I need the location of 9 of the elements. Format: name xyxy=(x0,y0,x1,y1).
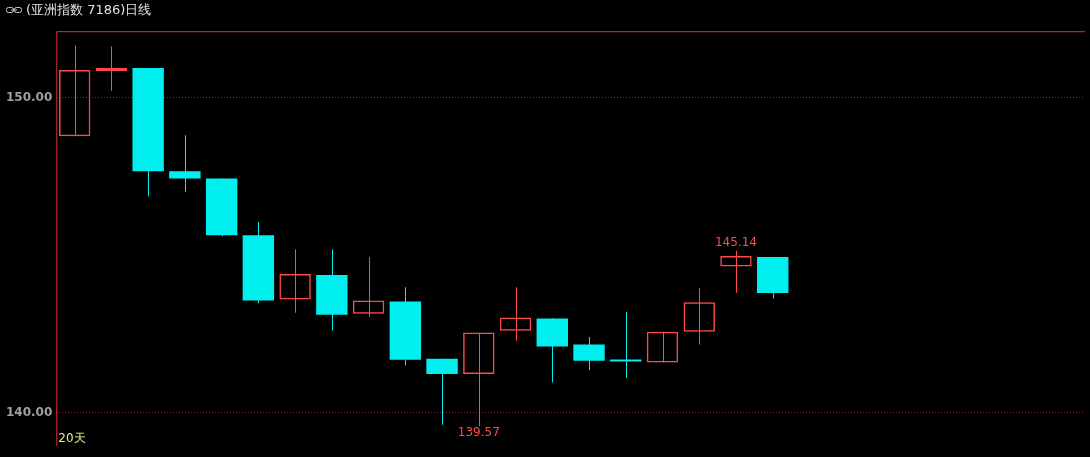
y-tick-label: 140.00 xyxy=(5,404,53,419)
y-tick-label: 150.00 xyxy=(5,89,53,104)
annotation: 20天 xyxy=(58,430,86,445)
candlestick xyxy=(95,45,128,92)
chart-title: (亚洲指数 7186)日线 xyxy=(26,1,152,19)
candlestick xyxy=(610,311,642,379)
annotation: 139.57 xyxy=(457,425,500,440)
annotation: 145.14 xyxy=(714,234,757,249)
candlestick xyxy=(169,134,201,193)
